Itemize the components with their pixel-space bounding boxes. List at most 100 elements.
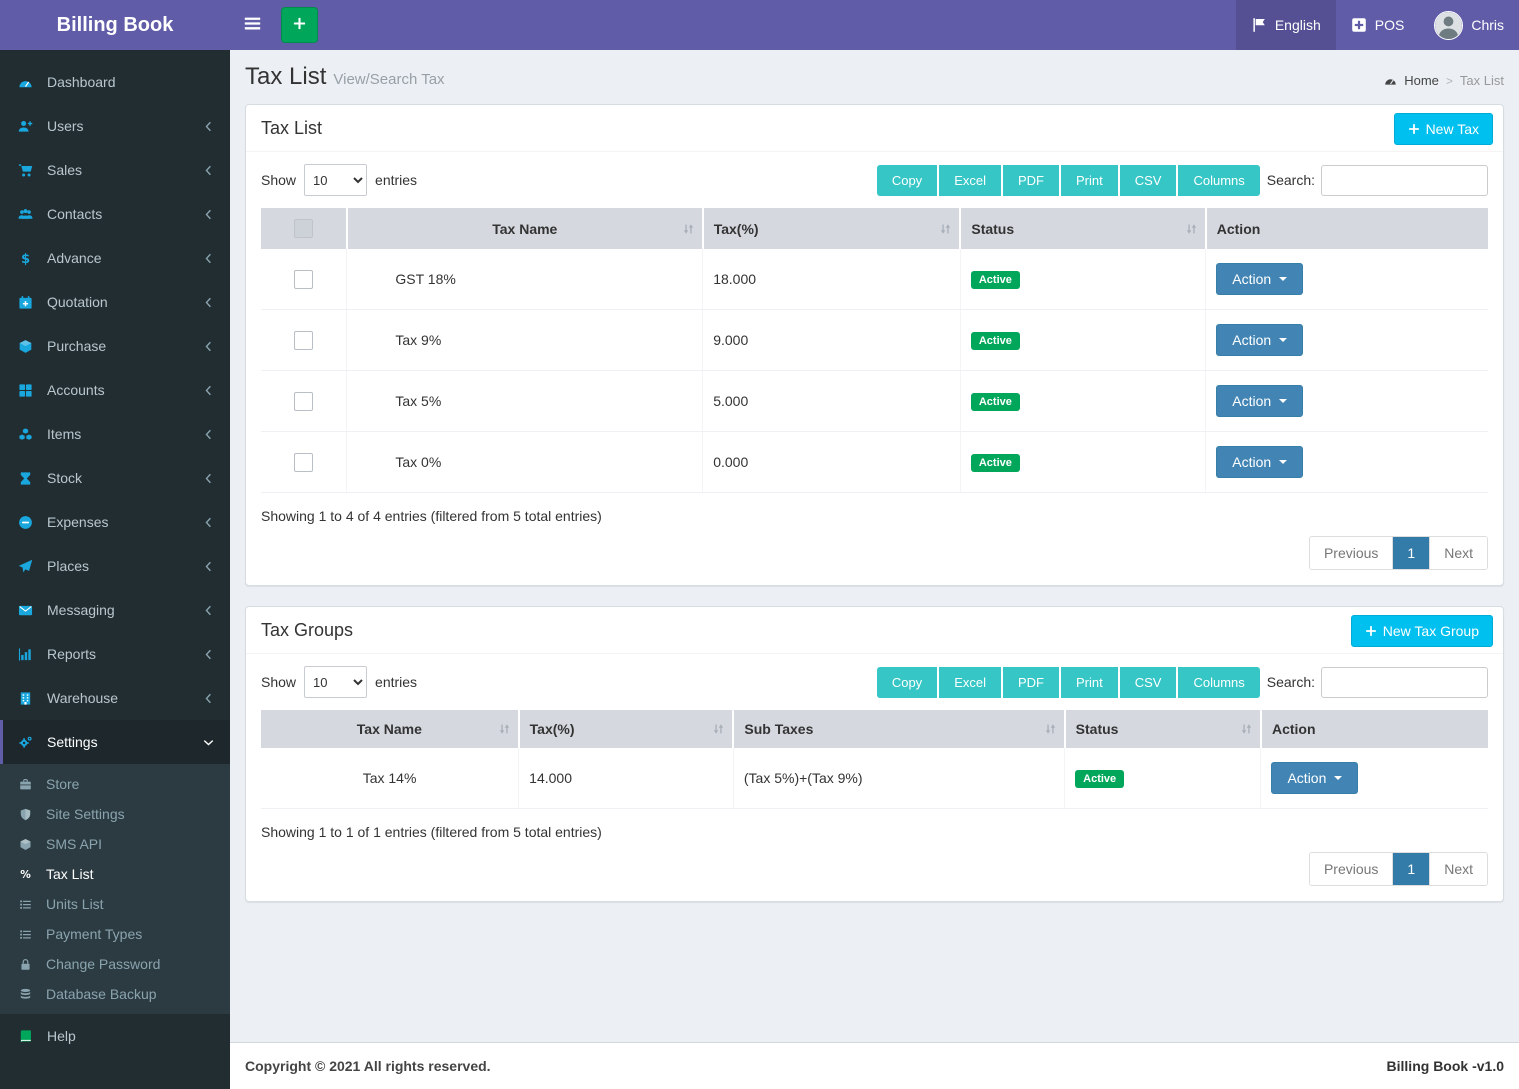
chevron-left-icon xyxy=(202,516,215,529)
copyright-text: Copyright © 2021 All rights reserved. xyxy=(245,1058,491,1074)
column-header-status[interactable]: Status xyxy=(960,208,1207,249)
cube-icon xyxy=(19,838,39,851)
row-checkbox[interactable] xyxy=(294,269,314,289)
sidebar-subitem-payment-types[interactable]: Payment Types xyxy=(0,919,230,949)
sidebar-item-sales[interactable]: Sales xyxy=(0,148,230,192)
export-excel-button[interactable]: Excel xyxy=(939,666,1003,698)
new-tax-button[interactable]: New Tax xyxy=(1393,113,1493,145)
language-menu[interactable]: English xyxy=(1235,0,1336,50)
sidebar-subitem-database-backup[interactable]: Database Backup xyxy=(0,979,230,1009)
pagination-next[interactable]: Next xyxy=(1430,853,1487,885)
sidebar-subitem-label: Change Password xyxy=(46,956,161,972)
sidebar-item-users[interactable]: Users xyxy=(0,104,230,148)
dashboard-gauge-icon xyxy=(1384,74,1397,87)
pagination-page-1[interactable]: 1 xyxy=(1393,853,1431,885)
row-checkbox[interactable] xyxy=(294,452,314,472)
new-tax-group-button[interactable]: New Tax Group xyxy=(1350,615,1493,647)
quick-add-button[interactable] xyxy=(281,7,318,43)
sidebar-item-advance[interactable]: $ Advance xyxy=(0,236,230,280)
export-button-group: Copy Excel PDF Print CSV Columns xyxy=(876,164,1260,196)
sidebar-item-warehouse[interactable]: Warehouse xyxy=(0,676,230,720)
user-name: Chris xyxy=(1471,17,1504,33)
row-action-button[interactable]: Action xyxy=(1216,324,1304,356)
export-csv-button[interactable]: CSV xyxy=(1119,164,1179,196)
breadcrumb-current: Tax List xyxy=(1459,73,1504,88)
sidebar-item-places[interactable]: Places xyxy=(0,544,230,588)
tax-list-card: Tax List New Tax Show 10 entries Copy Exc… xyxy=(245,104,1504,586)
export-columns-button[interactable]: Columns xyxy=(1178,164,1260,196)
breadcrumb-home[interactable]: Home xyxy=(1404,73,1439,88)
pagination-next[interactable]: Next xyxy=(1430,537,1487,569)
column-header-action: Action xyxy=(1260,710,1488,748)
book-icon xyxy=(18,1029,38,1044)
export-columns-button[interactable]: Columns xyxy=(1178,666,1260,698)
chevron-left-icon xyxy=(202,384,215,397)
sidebar-item-dashboard[interactable]: Dashboard xyxy=(0,60,230,104)
sidebar-item-contacts[interactable]: Contacts xyxy=(0,192,230,236)
table-row: GST 18% 18.000 Active Action xyxy=(261,249,1488,310)
sidebar-subitem-site-settings[interactable]: Site Settings xyxy=(0,799,230,829)
export-excel-button[interactable]: Excel xyxy=(939,164,1003,196)
column-header-tax-rate[interactable]: Tax(%) xyxy=(702,208,962,249)
export-copy-button[interactable]: Copy xyxy=(876,666,940,698)
column-header-tax-name[interactable]: Tax Name xyxy=(261,710,520,748)
sidebar-item-purchase[interactable]: Purchase xyxy=(0,324,230,368)
sort-icon xyxy=(939,222,952,235)
gears-icon xyxy=(18,735,38,750)
envelope-icon xyxy=(18,603,38,618)
row-checkbox[interactable] xyxy=(294,391,314,411)
export-copy-button[interactable]: Copy xyxy=(876,164,940,196)
export-pdf-button[interactable]: PDF xyxy=(1002,666,1061,698)
row-action-button[interactable]: Action xyxy=(1216,263,1304,295)
page-length-select[interactable]: 10 xyxy=(304,164,368,196)
sidebar-item-help[interactable]: Help xyxy=(0,1014,230,1058)
column-header-sub-taxes[interactable]: Sub Taxes xyxy=(733,710,1066,748)
sidebar-item-items[interactable]: Items xyxy=(0,412,230,456)
column-header-status[interactable]: Status xyxy=(1064,710,1262,748)
percent-icon: % xyxy=(19,868,39,881)
sidebar-subitem-tax-list[interactable]: % Tax List xyxy=(0,859,230,889)
pos-button[interactable]: POS xyxy=(1336,0,1420,50)
export-pdf-button[interactable]: PDF xyxy=(1002,164,1061,196)
sidebar-subitem-sms-api[interactable]: SMS API xyxy=(0,829,230,859)
export-print-button[interactable]: Print xyxy=(1060,164,1120,196)
pagination-page-1[interactable]: 1 xyxy=(1393,537,1431,569)
app-logo[interactable]: Billing Book xyxy=(0,0,230,50)
sidebar-item-stock[interactable]: Stock xyxy=(0,456,230,500)
search-input[interactable] xyxy=(1321,164,1488,196)
user-menu[interactable]: Chris xyxy=(1419,0,1519,50)
export-print-button[interactable]: Print xyxy=(1060,666,1120,698)
pagination-previous[interactable]: Previous xyxy=(1309,853,1394,885)
pagination-previous[interactable]: Previous xyxy=(1309,537,1394,569)
row-action-button[interactable]: Action xyxy=(1216,385,1304,417)
page-length-select[interactable]: 10 xyxy=(304,666,368,698)
column-header-tax-rate[interactable]: Tax(%) xyxy=(518,710,735,748)
column-header-tax-name[interactable]: Tax Name xyxy=(346,208,704,249)
row-action-button[interactable]: Action xyxy=(1271,762,1359,794)
status-cell: Active xyxy=(960,370,1207,432)
chevron-left-icon xyxy=(202,252,215,265)
sort-icon xyxy=(498,723,511,736)
sidebar-item-accounts[interactable]: Accounts xyxy=(0,368,230,412)
sidebar-item-reports[interactable]: Reports xyxy=(0,632,230,676)
sidebar-item-messaging[interactable]: Messaging xyxy=(0,588,230,632)
sidebar-item-quotation[interactable]: Quotation xyxy=(0,280,230,324)
sidebar-subitem-label: SMS API xyxy=(46,836,103,852)
export-csv-button[interactable]: CSV xyxy=(1119,666,1179,698)
row-checkbox[interactable] xyxy=(294,330,314,350)
row-action-button[interactable]: Action xyxy=(1216,446,1304,478)
tax-groups-card: Tax Groups New Tax Group Show 10 entries… xyxy=(245,606,1504,902)
search-input[interactable] xyxy=(1321,666,1488,698)
table-row: Tax 14% 14.000 (Tax 5%)+(Tax 9%) Active Acti… xyxy=(261,748,1488,809)
sidebar-subitem-label: Site Settings xyxy=(46,806,125,822)
svg-text:%: % xyxy=(20,869,31,881)
sidebar-item-expenses[interactable]: Expenses xyxy=(0,500,230,544)
sidebar-toggle-button[interactable] xyxy=(230,0,274,50)
select-all-checkbox[interactable] xyxy=(293,219,313,238)
sidebar-subitem-units-list[interactable]: Units List xyxy=(0,889,230,919)
sidebar-subitem-store[interactable]: Store xyxy=(0,769,230,799)
status-badge: Active xyxy=(970,453,1020,472)
sidebar-item-settings[interactable]: Settings xyxy=(0,720,230,764)
list-icon xyxy=(19,898,39,911)
sidebar-subitem-change-password[interactable]: Change Password xyxy=(0,949,230,979)
